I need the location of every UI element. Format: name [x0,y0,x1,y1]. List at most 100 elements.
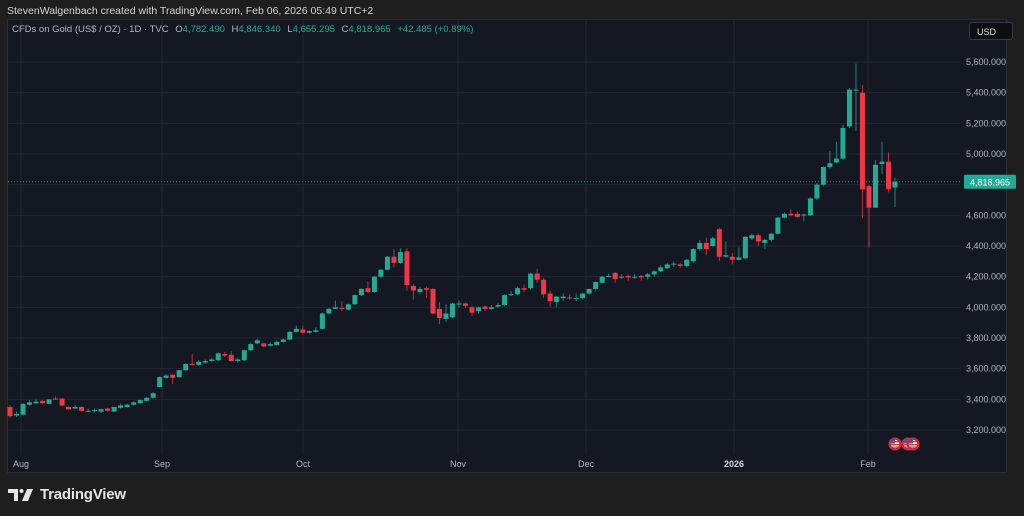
candle-body [580,293,586,299]
candle-body [14,413,20,416]
candle-body [66,407,72,410]
candle-body [840,127,846,159]
candle-body [410,285,416,291]
candle-body [833,158,839,163]
x-axis-label: Feb [860,459,876,469]
candle-body [872,164,878,208]
candle-body [846,89,852,127]
open-value: 4,782.490 [182,24,225,35]
candle-body [209,359,215,361]
candle-body [827,163,833,168]
candle-body [53,398,59,400]
candle-body [111,407,117,412]
candle-body [645,274,651,277]
candle-body [27,402,33,405]
high-value: 4,846.340 [238,24,281,35]
y-axis-label: 5,200.000 [966,118,1006,128]
candle-body [567,297,573,299]
candle-body [170,374,176,378]
candle-body [423,288,429,290]
candle-body [638,275,644,278]
candle-body [33,401,39,404]
candle-body [573,298,579,300]
candle-body [267,344,273,346]
candle-body [755,235,761,242]
candle-body [723,255,729,257]
candle-body [632,276,638,278]
candle-body [729,256,735,260]
high-label: H [231,24,239,35]
candle-body [293,328,299,332]
candle-body [762,239,768,243]
candle-body [222,354,228,356]
candle-body [72,407,78,409]
y-axis-label: 5,600.000 [966,57,1006,67]
candle-body [554,296,560,302]
candle-body [85,410,91,412]
y-axis-label: 3,400.000 [966,394,1006,404]
candle-body [476,307,482,312]
x-axis-label: Aug [13,459,29,469]
tradingview-logo[interactable]: TradingView [8,486,126,503]
open-label: O [175,24,183,35]
candle-body [736,257,742,260]
candle-body [384,256,390,270]
candle-body [443,313,449,319]
candle-body [788,213,794,216]
candle-body [807,198,813,216]
y-axis-label: 4,000.000 [966,302,1006,312]
candle-body [664,264,670,269]
y-axis-label: 3,600.000 [966,364,1006,374]
candle-body [326,308,332,314]
x-axis-label: Sep [154,459,170,469]
x-axis-label: Dec [578,459,595,469]
candle-body [541,279,547,295]
candle-body [254,340,260,344]
candle-body [853,89,859,91]
us-flag-event-icon[interactable] [888,437,902,451]
candle-body [137,400,143,404]
y-axis-label: 5,000.000 [966,149,1006,159]
candle-body [378,269,384,277]
candle-body [144,397,150,401]
candle-body [40,400,46,404]
candle-body [202,361,208,363]
candle-body [482,306,488,309]
candle-body [528,273,534,289]
last-price-tag [964,174,1016,189]
y-axis-label: 4,600.000 [966,210,1006,220]
candle-body [196,361,202,365]
candle-body [131,402,137,405]
tradingview-logo-icon [8,488,33,501]
candle-body [671,263,677,265]
low-value: 4,655.295 [292,24,335,35]
y-axis-label: 5,400.000 [966,88,1006,98]
symbol-description: CFDs on Gold (US$ / OZ) · 1D · TVC [12,24,169,35]
candle-body [599,276,605,283]
candle-body [658,267,664,272]
candle-body [469,307,475,313]
us-flag-event-icon[interactable] [906,437,920,451]
candle-body [697,242,703,250]
candle-body [502,295,508,306]
candle-body [397,252,403,263]
currency-button[interactable]: USD [969,22,1013,40]
candle-body [261,343,267,347]
candle-body [814,184,820,199]
close-value: 4,818.965 [348,24,391,35]
candle-body [625,275,631,278]
y-axis-label: 4,400.000 [966,241,1006,251]
candle-body [456,303,462,305]
candle-body [105,408,111,411]
candle-body [508,294,514,296]
low-label: L [287,24,293,35]
candle-body [586,288,592,294]
last-price-tag-text: 4,818.965 [970,177,1010,187]
close-label: C [341,24,349,35]
y-axis-label: 3,800.000 [966,333,1006,343]
candle-body [332,307,338,309]
y-axis-label: 3,200.000 [966,425,1006,435]
x-axis-label: 2026 [724,459,744,469]
candle-body [358,288,364,296]
